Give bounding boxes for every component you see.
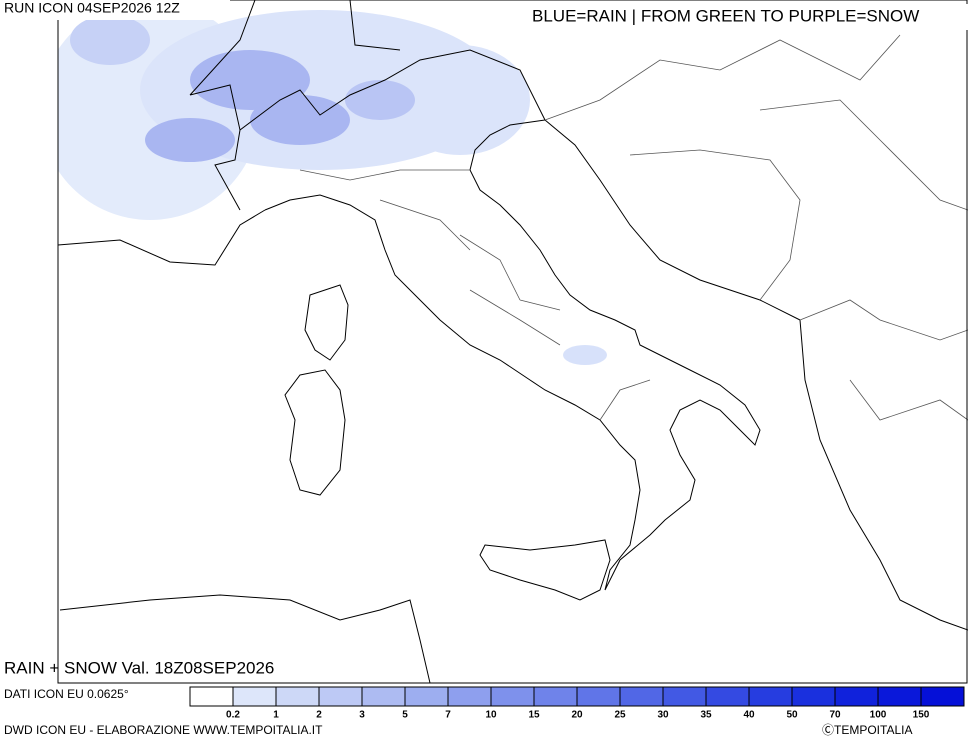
run-label-bg [0, 0, 230, 20]
colorbar-box [877, 686, 922, 707]
colorbar-box [748, 686, 793, 707]
colorbar-box [490, 686, 535, 707]
colorbar-box [318, 686, 363, 707]
corsica [304, 284, 349, 361]
colorbar-label: 1 [273, 710, 279, 721]
footer-right: ⒸTEMPOITALIA [822, 723, 912, 737]
colorbar-box [791, 686, 836, 707]
colorbar-label: 5 [402, 710, 408, 721]
colorbar-label: 15 [528, 710, 540, 721]
sicily [479, 539, 611, 601]
colorbar-box [533, 686, 578, 707]
colorbar-box [404, 686, 449, 707]
colorbar: 0.2 1 2 3 5 7 10 15 20 25 30 35 40 50 70 100 150 [189, 686, 965, 721]
header: BLUE=RAIN | FROM GREEN TO PURPLE=SNOW [532, 6, 919, 25]
colorbar-label: 0.2 [226, 710, 240, 721]
colorbar-label: 20 [571, 710, 583, 721]
map [58, 0, 968, 683]
colorbar-label: 3 [359, 710, 365, 721]
colorbar-box [662, 686, 707, 707]
colorbar-label: 2 [316, 710, 322, 721]
italy-regions [299, 169, 651, 421]
map-title: RAIN + SNOW Val. 18Z08SEP2026 [4, 658, 274, 677]
colorbar-box [447, 686, 492, 707]
colorbar-label: 150 [913, 710, 930, 721]
sardinia [284, 369, 346, 496]
colorbar-label: 10 [485, 710, 497, 721]
colorbar-label: 70 [829, 710, 841, 721]
colorbar-box [705, 686, 750, 707]
france-coast [58, 209, 266, 266]
colorbar-box [189, 686, 234, 707]
balkan-borders [544, 34, 968, 421]
header-bg [530, 4, 968, 30]
colorbar-label: 7 [445, 710, 451, 721]
colorbar-box [576, 686, 621, 707]
colorbar-box [834, 686, 879, 707]
colorbar-label: 30 [657, 710, 669, 721]
colorbar-box [361, 686, 406, 707]
footer-left: DWD ICON EU - ELABORAZIONE WWW.TEMPOITAL… [4, 723, 323, 737]
map-frame [57, 0, 968, 684]
run-label: RUN ICON 04SEP2026 12Z [4, 0, 180, 16]
data-source: DATI ICON EU 0.0625° [4, 687, 129, 701]
italy-coast [264, 119, 761, 591]
colorbar-label: 50 [786, 710, 798, 721]
north-africa [59, 594, 431, 683]
colorbar-box [232, 686, 277, 707]
colorbar-label: 40 [743, 710, 755, 721]
colorbar-label: 100 [870, 710, 887, 721]
colorbar-box [275, 686, 320, 707]
colorbar-box [920, 686, 965, 707]
alps-border [189, 0, 546, 211]
colorbar-label: 25 [614, 710, 626, 721]
colorbar-label: 35 [700, 710, 712, 721]
colorbar-box [619, 686, 664, 707]
precipitation [58, 0, 607, 365]
